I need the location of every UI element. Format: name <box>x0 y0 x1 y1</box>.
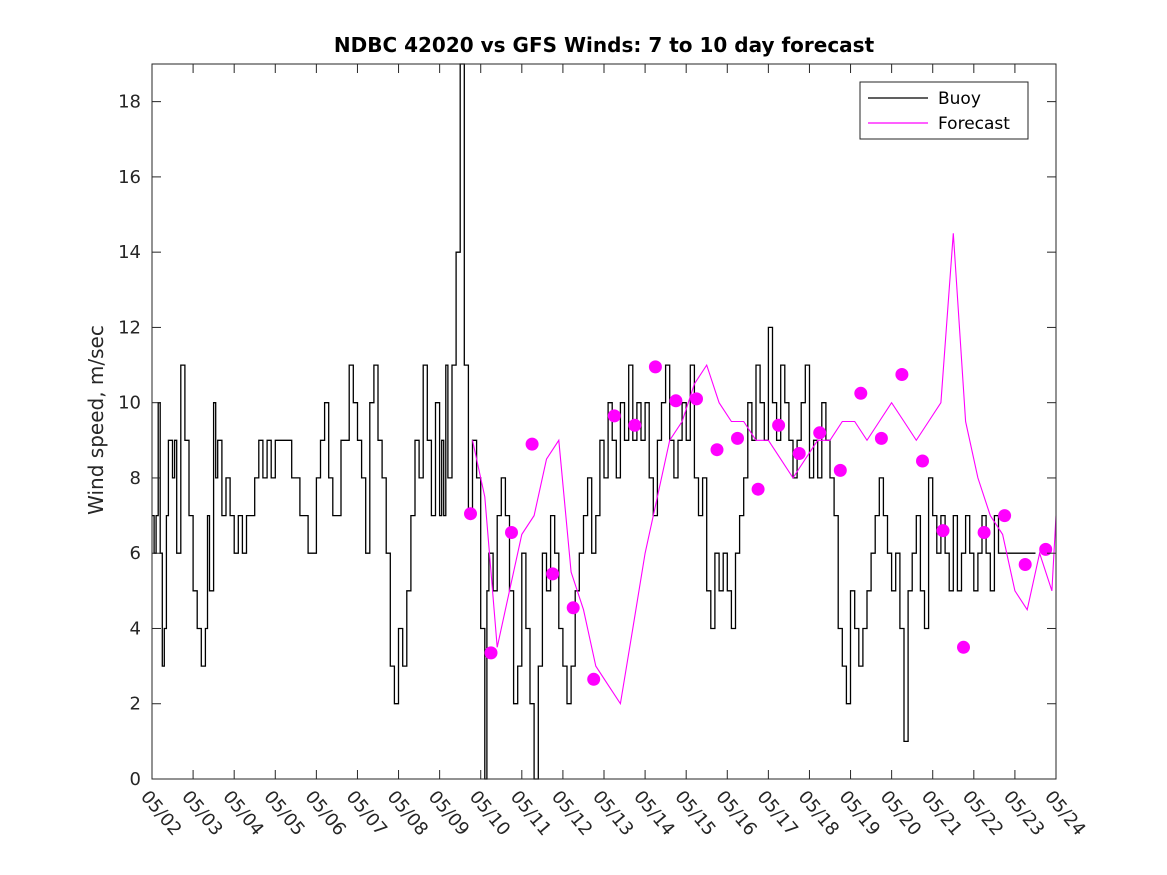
forecast-marker <box>751 482 765 496</box>
x-tick-label: 05/09 <box>424 787 473 840</box>
forecast-marker <box>648 360 662 374</box>
forecast-marker <box>669 394 683 408</box>
forecast-marker <box>546 567 560 581</box>
x-tick-label: 05/06 <box>301 787 350 840</box>
x-tick-label: 05/11 <box>506 787 555 840</box>
forecast-marker <box>505 526 518 539</box>
x-tick-label: 05/14 <box>629 787 678 840</box>
x-tick-label: 05/13 <box>588 787 637 840</box>
x-tick-label: 05/22 <box>958 787 1007 840</box>
forecast-marker <box>587 672 601 686</box>
x-tick-label: 05/04 <box>218 787 267 840</box>
forecast-marker <box>813 426 827 440</box>
forecast-marker <box>525 437 539 451</box>
forecast-marker <box>998 509 1012 523</box>
forecast-marker <box>874 431 888 445</box>
x-tick-label: 05/17 <box>753 787 802 840</box>
forecast-marker <box>772 418 786 432</box>
y-tick-label: 18 <box>118 92 141 113</box>
legend-forecast-label: Forecast <box>938 114 1010 134</box>
x-tick-label: 05/15 <box>670 787 719 840</box>
x-tick-label: 05/10 <box>465 787 514 840</box>
legend: Buoy Forecast <box>859 81 1029 140</box>
x-tick-label: 05/03 <box>177 787 226 840</box>
y-axis-label: Wind speed, m/sec <box>84 325 108 515</box>
forecast-marker <box>710 443 724 457</box>
forecast-marker <box>936 524 950 538</box>
y-tick-label: 4 <box>130 618 141 639</box>
forecast-marker <box>628 418 642 432</box>
x-tick-label: 05/19 <box>835 787 884 840</box>
forecast-marker <box>957 640 970 654</box>
forecast-marker <box>916 454 929 468</box>
legend-buoy-label: Buoy <box>938 89 981 109</box>
plot-area <box>152 63 1057 780</box>
forecast-marker <box>895 368 909 381</box>
forecast-marker <box>1018 558 1032 571</box>
y-tick-label: 12 <box>118 317 141 338</box>
y-tick-label: 16 <box>118 167 141 188</box>
x-tick-label: 05/07 <box>342 787 391 840</box>
x-tick-label: 05/23 <box>999 787 1048 840</box>
forecast-marker <box>854 386 868 400</box>
forecast-marker <box>731 431 744 445</box>
y-tick-label: 2 <box>130 694 141 715</box>
forecast-marker <box>833 463 847 477</box>
x-tick-label: 05/20 <box>876 787 925 840</box>
y-tick-label: 14 <box>118 242 141 263</box>
x-tick-label: 05/24 <box>1040 787 1089 840</box>
x-tick-label: 05/12 <box>547 787 596 840</box>
forecast-marker <box>464 507 477 521</box>
y-tick-label: 10 <box>118 393 141 414</box>
forecast-marker <box>484 646 498 660</box>
plot-frame <box>151 63 1057 780</box>
series-line-forecast <box>471 233 1057 706</box>
y-tick-label: 6 <box>130 543 141 564</box>
forecast-marker <box>607 409 621 423</box>
x-tick-label: 05/02 <box>136 787 185 840</box>
forecast-marker <box>792 447 806 460</box>
x-tick-label: 05/08 <box>383 787 432 840</box>
forecast-marker <box>566 601 580 615</box>
y-tick-label: 0 <box>130 769 141 790</box>
x-tick-label: 05/18 <box>794 787 843 840</box>
legend-box <box>859 81 1029 140</box>
x-tick-label: 05/05 <box>259 787 308 840</box>
forecast-marker <box>690 392 703 406</box>
x-tick-label: 05/16 <box>711 787 760 840</box>
series-line-buoy <box>152 63 1036 780</box>
forecast-marker <box>1039 542 1053 556</box>
y-tick-label: 8 <box>130 468 141 489</box>
x-tick-label: 05/21 <box>917 787 966 840</box>
chart-title: NDBC 42020 vs GFS Winds: 7 to 10 day for… <box>334 33 875 57</box>
forecast-marker <box>977 526 991 539</box>
